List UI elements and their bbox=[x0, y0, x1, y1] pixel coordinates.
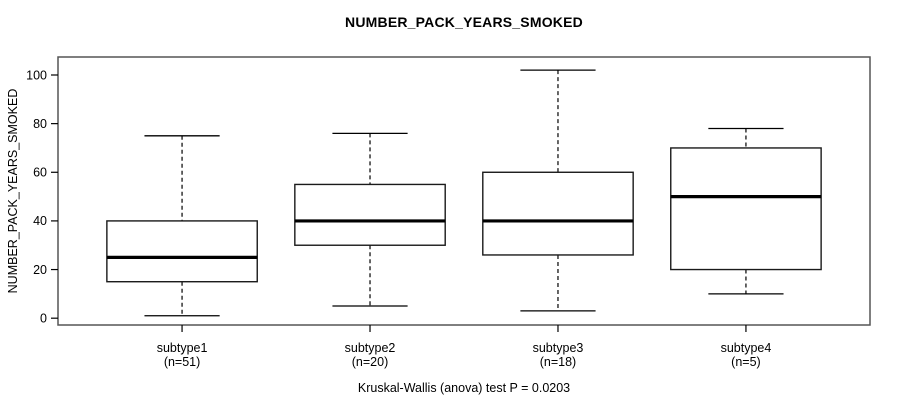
stat-test-caption: Kruskal-Wallis (anova) test P = 0.0203 bbox=[357, 381, 571, 395]
boxplot-subtype1 bbox=[106, 135, 258, 317]
y-tick-label: 0 bbox=[40, 311, 47, 325]
iqr-box bbox=[294, 183, 446, 246]
y-tick-label: 100 bbox=[26, 68, 47, 82]
chart-title: NUMBER_PACK_YEARS_SMOKED bbox=[345, 14, 583, 30]
y-axis: 0 20 40 60 80 100 bbox=[26, 68, 58, 325]
boxplot-subtype4 bbox=[670, 127, 822, 295]
category-label: subtype3 bbox=[533, 341, 584, 355]
category-sublabel: (n=5) bbox=[731, 355, 761, 369]
y-tick-label: 80 bbox=[33, 117, 47, 131]
category-label: subtype4 bbox=[721, 341, 772, 355]
category-sublabel: (n=20) bbox=[352, 355, 388, 369]
category-sublabel: (n=51) bbox=[164, 355, 200, 369]
y-tick-label: 20 bbox=[33, 263, 47, 277]
category-label: subtype1 bbox=[157, 341, 208, 355]
boxplot-subtype2 bbox=[294, 132, 446, 307]
iqr-box bbox=[482, 171, 634, 256]
boxplot-subtype3 bbox=[482, 69, 634, 312]
iqr-box bbox=[670, 147, 822, 271]
y-tick-label: 40 bbox=[33, 214, 47, 228]
iqr-box bbox=[106, 220, 258, 283]
category-sublabel: (n=18) bbox=[540, 355, 576, 369]
category-label: subtype2 bbox=[345, 341, 396, 355]
x-axis: subtype1(n=51) subtype2(n=20) subtype3(n=1… bbox=[157, 325, 772, 369]
y-tick-label: 60 bbox=[33, 166, 47, 180]
